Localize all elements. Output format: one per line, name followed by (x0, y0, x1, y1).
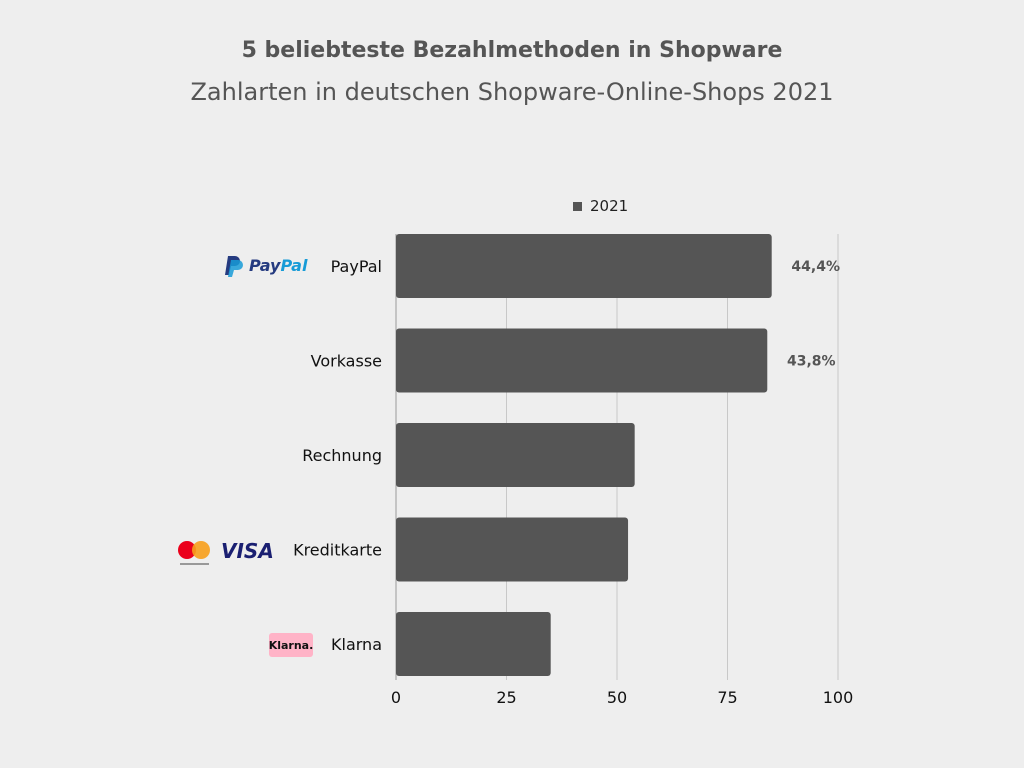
bar-rechnung (396, 423, 635, 487)
legend-swatch (573, 201, 582, 211)
bar-paypal (396, 234, 772, 298)
legend-label: 2021 (590, 197, 629, 215)
visa-logo: VISA (221, 539, 274, 563)
svg-text:Klarna.: Klarna. (269, 639, 314, 652)
bar-vorkasse (396, 328, 768, 393)
x-tick-label: 0 (391, 688, 401, 707)
x-tick-label: 50 (607, 688, 627, 707)
bar-klarna (396, 612, 551, 676)
paypal-logo: PayPal (225, 256, 308, 277)
chart-title: 5 beliebteste Bezahlmethoden in Shopware (241, 38, 783, 63)
x-tick-label: 75 (717, 688, 737, 707)
category-label: PayPal (331, 257, 382, 276)
legend: 2021 (573, 197, 628, 215)
category-label: Rechnung (302, 446, 382, 465)
category-label: Klarna (331, 635, 382, 654)
klarna-logo: Klarna. (269, 633, 314, 657)
category-label: Vorkasse (311, 352, 382, 371)
chart-subtitle: Zahlarten in deutschen Shopware-Online-S… (190, 78, 834, 106)
data-label: 44,4% (791, 259, 840, 275)
mastercard-logo (178, 541, 210, 565)
bar-kreditkarte (396, 517, 629, 582)
category-label: Kreditkarte (293, 541, 382, 560)
x-tick-label: 100 (823, 688, 854, 707)
data-label: 43,8% (787, 354, 836, 370)
x-tick-label: 25 (496, 688, 516, 707)
svg-text:PayPal: PayPal (249, 256, 308, 275)
